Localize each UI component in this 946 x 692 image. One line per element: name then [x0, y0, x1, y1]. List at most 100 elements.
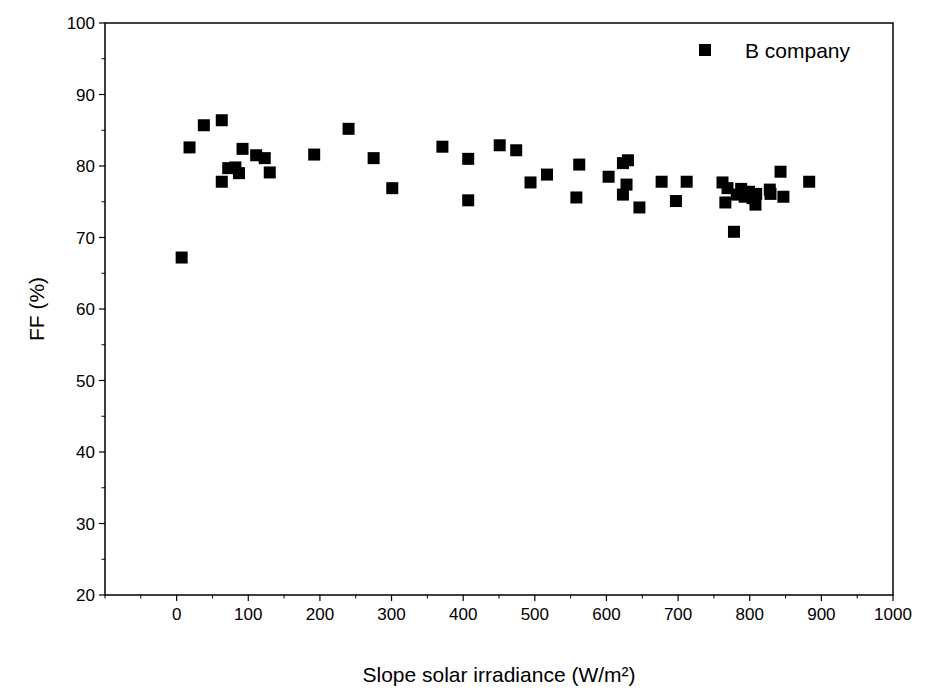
point	[719, 196, 731, 208]
y-tick-label: 30	[76, 515, 95, 534]
point	[681, 176, 693, 188]
y-minor-tick	[102, 559, 106, 560]
point	[237, 143, 249, 155]
y-tick	[99, 94, 105, 95]
point	[216, 176, 228, 188]
x-minor-tick	[427, 595, 428, 599]
x-tick	[534, 595, 535, 601]
x-tick-label: 400	[449, 605, 477, 624]
y-tick-label: 40	[76, 443, 95, 462]
y-tick-label: 60	[76, 300, 95, 319]
y-tick-label: 50	[76, 372, 95, 391]
point	[617, 189, 629, 201]
x-tick-label: 700	[664, 605, 692, 624]
x-tick-label: 1000	[874, 605, 912, 624]
x-tick-label: 800	[736, 605, 764, 624]
x-tick	[391, 595, 392, 601]
y-minor-tick	[102, 58, 106, 59]
point	[259, 152, 271, 164]
y-minor-tick	[102, 344, 106, 345]
y-tick-label: 20	[76, 586, 95, 605]
point	[777, 191, 789, 203]
point	[622, 154, 634, 166]
x-minor-tick	[499, 595, 500, 599]
legend-marker	[699, 44, 711, 56]
point	[264, 166, 276, 178]
x-tick-label: 500	[521, 605, 549, 624]
x-minor-tick	[212, 595, 213, 599]
x-minor-tick	[857, 595, 858, 599]
point	[462, 153, 474, 165]
point	[184, 141, 196, 153]
x-tick	[892, 595, 893, 601]
y-tick	[99, 594, 105, 595]
plot-frame	[105, 23, 893, 595]
x-tick-label: 100	[234, 605, 262, 624]
x-tick	[176, 595, 177, 601]
point	[343, 123, 355, 135]
point	[803, 176, 815, 188]
x-minor-tick	[355, 595, 356, 599]
y-tick-label: 70	[76, 229, 95, 248]
y-tick	[99, 308, 105, 309]
y-tick-label: 100	[67, 14, 95, 33]
x-minor-tick	[785, 595, 786, 599]
y-tick	[99, 22, 105, 23]
point	[462, 194, 474, 206]
x-minor-tick	[713, 595, 714, 599]
point	[775, 166, 787, 178]
point	[386, 182, 398, 194]
x-tick	[248, 595, 249, 601]
point	[603, 171, 615, 183]
y-tick-label: 90	[76, 86, 95, 105]
y-tick	[99, 165, 105, 166]
y-tick	[99, 380, 105, 381]
legend: B company	[699, 39, 851, 62]
x-tick	[749, 595, 750, 601]
chart: 0100200300400500600700800900100020304050…	[0, 0, 946, 692]
point	[541, 169, 553, 181]
x-axis-label: Slope solar irradiance (W/m²)	[362, 663, 635, 686]
point	[573, 159, 585, 171]
point	[750, 188, 762, 200]
point	[570, 191, 582, 203]
x-tick	[821, 595, 822, 601]
point	[494, 139, 506, 151]
point	[216, 114, 228, 126]
y-minor-tick	[102, 201, 106, 202]
y-minor-tick	[102, 487, 106, 488]
x-tick-label: 200	[306, 605, 334, 624]
y-minor-tick	[102, 130, 106, 131]
x-tick	[677, 595, 678, 601]
x-tick-label: 600	[592, 605, 620, 624]
point	[436, 141, 448, 153]
point	[749, 199, 761, 211]
x-minor-tick	[642, 595, 643, 599]
point	[765, 188, 777, 200]
x-tick	[319, 595, 320, 601]
y-tick	[99, 237, 105, 238]
point	[510, 144, 522, 156]
marks	[176, 114, 816, 263]
y-tick	[99, 451, 105, 452]
point	[308, 149, 320, 161]
x-tick-label: 900	[807, 605, 835, 624]
y-axis-label: FF (%)	[25, 277, 48, 341]
point	[656, 176, 668, 188]
x-tick-label: 300	[377, 605, 405, 624]
x-minor-tick	[140, 595, 141, 599]
point	[525, 176, 537, 188]
x-tick	[606, 595, 607, 601]
point	[633, 201, 645, 213]
x-minor-tick	[284, 595, 285, 599]
y-tick-label: 80	[76, 157, 95, 176]
x-minor-tick	[570, 595, 571, 599]
legend-label: B company	[745, 39, 851, 62]
x-tick	[463, 595, 464, 601]
point	[670, 195, 682, 207]
point	[233, 167, 245, 179]
point	[728, 226, 740, 238]
y-tick	[99, 523, 105, 524]
point	[368, 152, 380, 164]
point	[198, 119, 210, 131]
